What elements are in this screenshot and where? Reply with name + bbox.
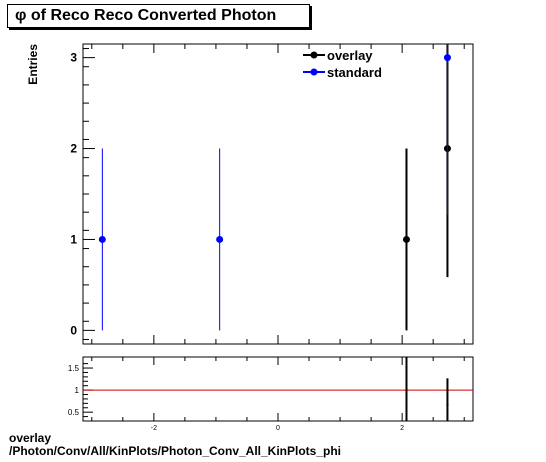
y-tick-label: 0 bbox=[70, 323, 77, 337]
ratio-x-tick-label: 2 bbox=[400, 425, 404, 432]
main-plot-frame bbox=[82, 43, 474, 345]
ratio-plot-frame bbox=[82, 356, 474, 422]
histogram-plot: 0 1 2 3 Entries overlay standard 0.5 1 1.5 -2 0 2 bbox=[26, 43, 474, 432]
y-tick-label: 1 bbox=[70, 232, 77, 246]
ratio-x-tick-label: -2 bbox=[151, 425, 157, 432]
main-data-marks bbox=[98, 44, 451, 331]
y-tick-label: 3 bbox=[70, 51, 77, 65]
ratio-x-tick-label: 0 bbox=[276, 425, 280, 432]
ratio-axis-ticks: 0.5 1 1.5 -2 0 2 bbox=[68, 357, 465, 432]
data-point bbox=[216, 235, 224, 243]
main-axis-ticks: 0 1 2 3 bbox=[70, 44, 465, 344]
ratio-point bbox=[446, 403, 449, 407]
y-axis-label: Entries bbox=[26, 44, 40, 85]
chart-title: φ of Reco Reco Converted Photon bbox=[7, 4, 310, 28]
data-point bbox=[443, 54, 451, 62]
ratio-y-tick-label: 1 bbox=[75, 386, 80, 395]
ratio-point bbox=[405, 388, 408, 392]
footer-line-1: overlay bbox=[9, 431, 52, 445]
legend-marker bbox=[310, 51, 318, 59]
data-point bbox=[402, 235, 410, 243]
ratio-data-marks bbox=[83, 357, 473, 421]
y-tick-label: 2 bbox=[70, 142, 77, 156]
ratio-y-tick-label: 1.5 bbox=[68, 364, 80, 373]
footer-line-2: /Photon/Conv/All/KinPlots/Photon_Conv_Al… bbox=[9, 444, 342, 458]
legend-marker bbox=[310, 68, 318, 76]
data-point bbox=[98, 235, 106, 243]
legend-label: standard bbox=[327, 65, 382, 80]
legend: overlay standard bbox=[303, 48, 382, 80]
footer-path: overlay /Photon/Conv/All/KinPlots/Photon… bbox=[9, 432, 341, 458]
ratio-y-tick-label: 0.5 bbox=[68, 408, 80, 417]
legend-label: overlay bbox=[327, 48, 373, 63]
